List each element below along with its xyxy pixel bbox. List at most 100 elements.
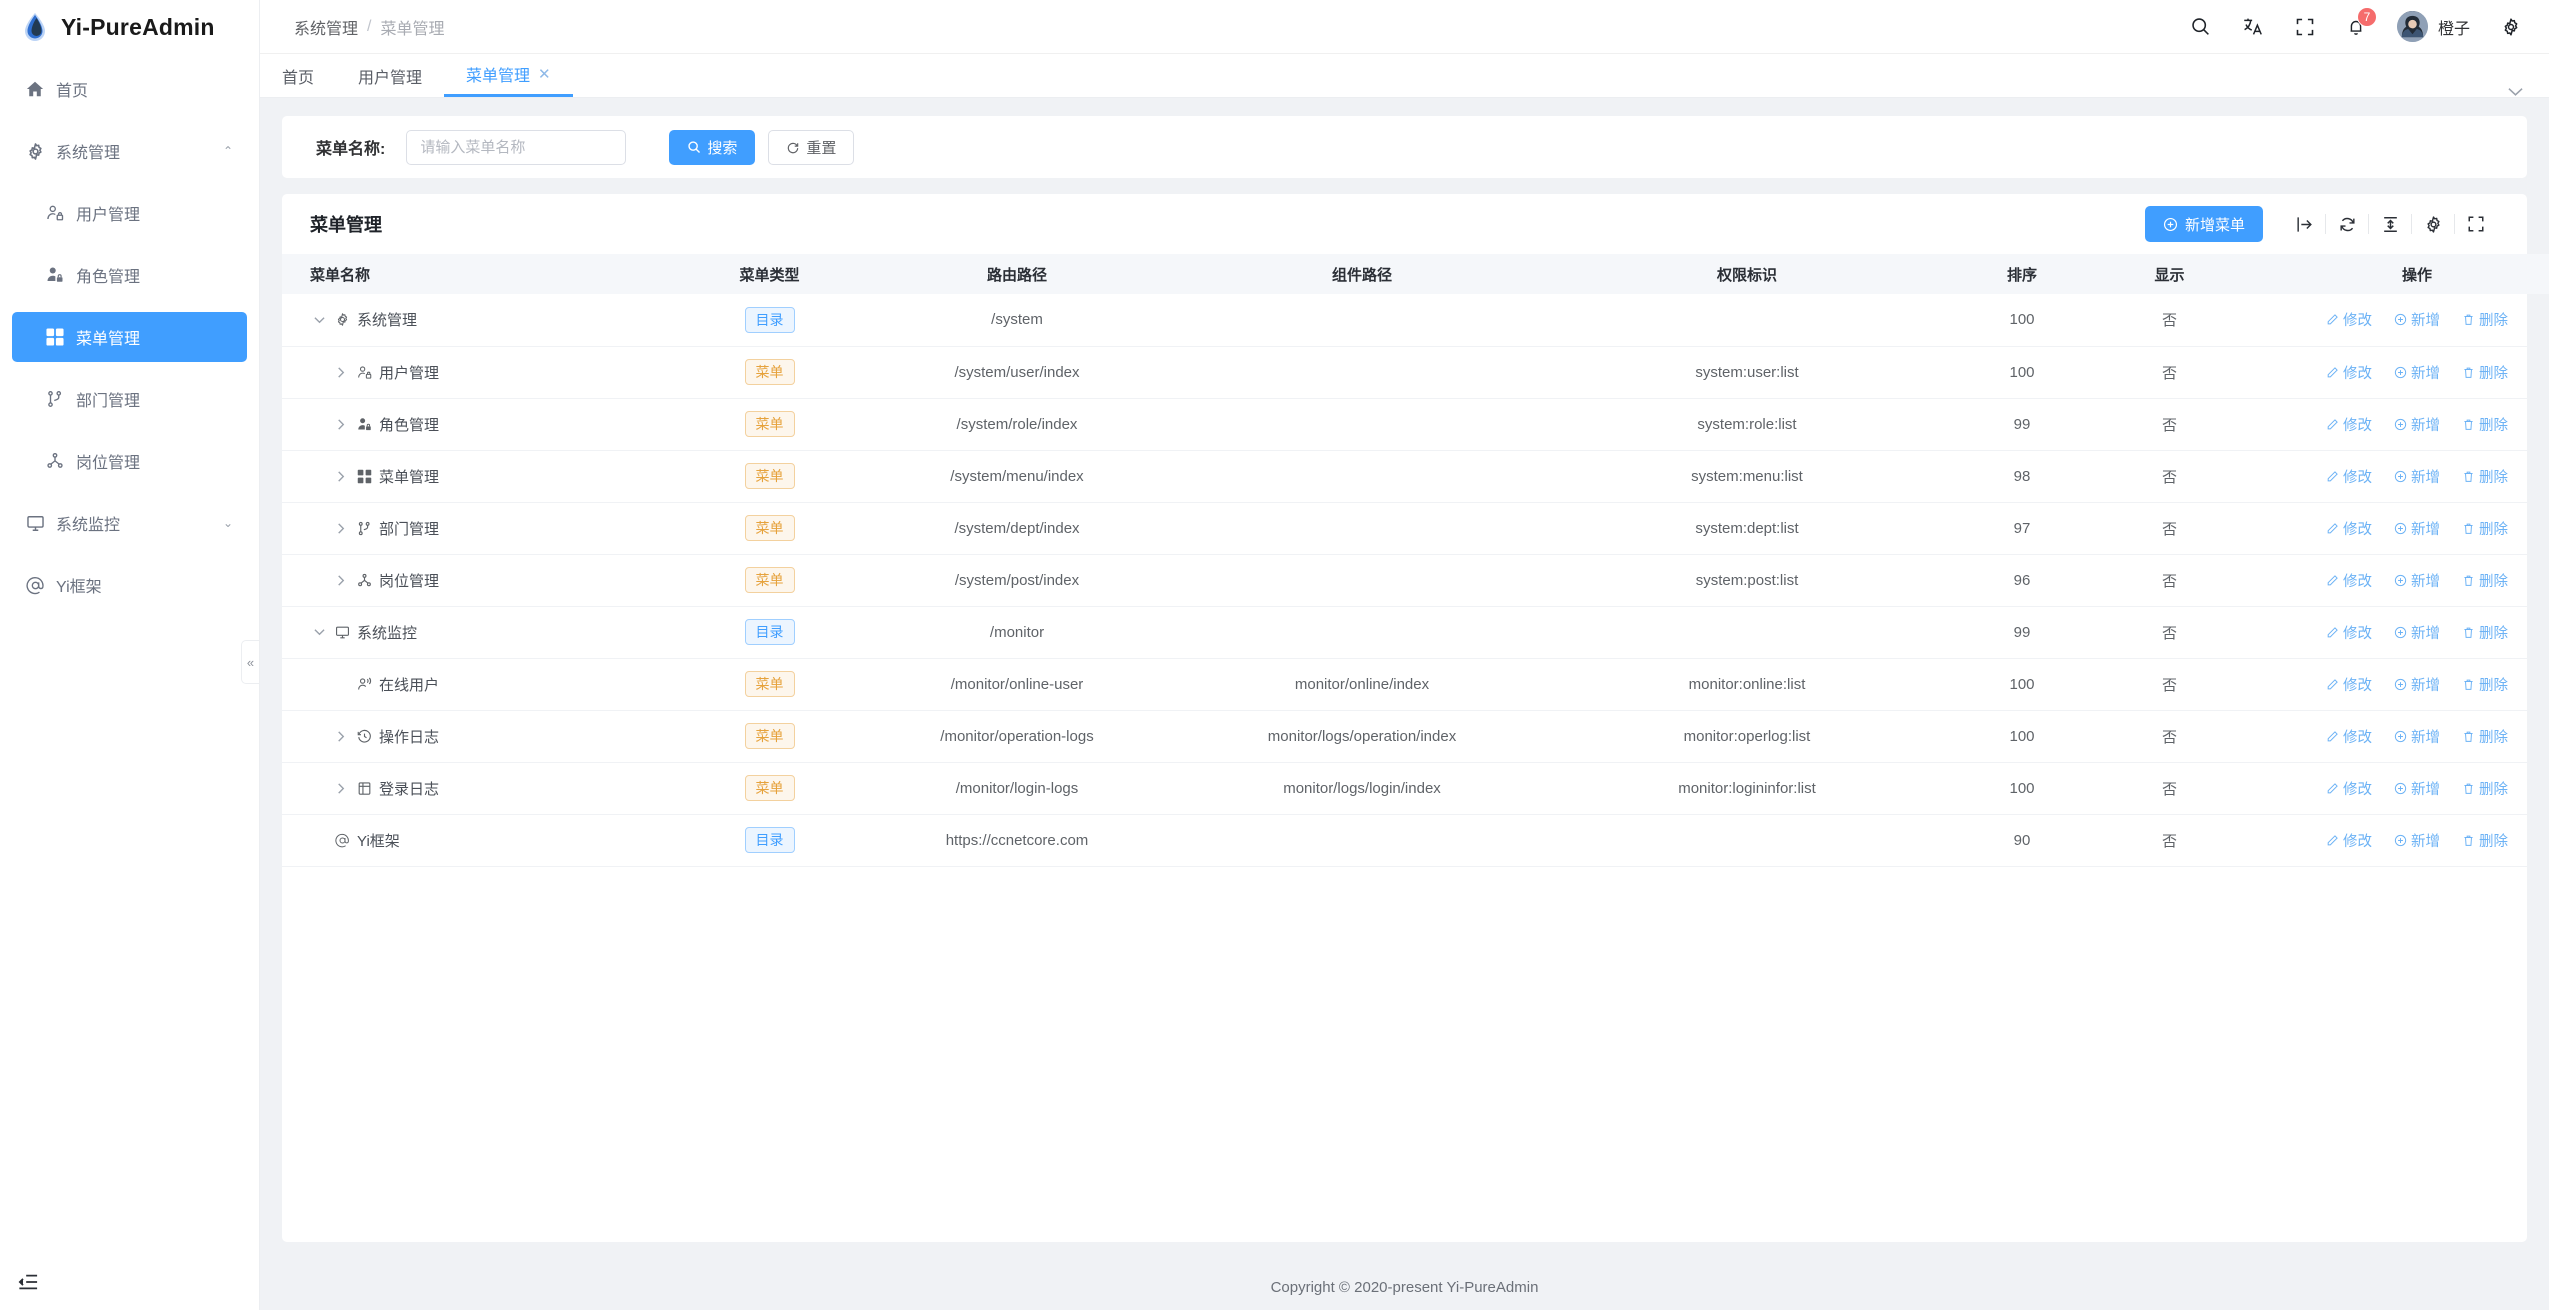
sidebar-collapse-handle[interactable]: « (241, 640, 259, 684)
edit-button[interactable]: 修改 (2326, 674, 2372, 695)
sidebar-item-dept[interactable]: 部门管理 (12, 374, 247, 424)
edit-button[interactable]: 修改 (2326, 414, 2372, 435)
menu-table: 菜单名称 菜单类型 路由路径 组件路径 权限标识 排序 显示 操作 系统管理 目录… (282, 254, 2549, 867)
edit-button[interactable]: 修改 (2326, 622, 2372, 643)
gear-icon[interactable] (2501, 17, 2521, 37)
row-expand-caret[interactable] (310, 316, 328, 324)
sidebar-item-yiframework[interactable]: Yi框架 (12, 560, 247, 610)
expand-rows-icon[interactable] (2283, 207, 2325, 241)
tab-menu-management[interactable]: 菜单管理 ✕ (444, 54, 573, 97)
edit-button[interactable]: 修改 (2326, 830, 2372, 851)
delete-button[interactable]: 删除 (2462, 726, 2508, 747)
search-icon[interactable] (2190, 16, 2211, 37)
row-expand-caret[interactable] (332, 522, 350, 534)
cell-name: 登录日志 (282, 762, 682, 815)
settings-icon[interactable] (2412, 207, 2454, 241)
chevron-down-icon[interactable] (2508, 87, 2549, 97)
table-row[interactable]: 系统监控 目录/monitor 99 否 修改 新增 删除 (282, 606, 2549, 659)
density-icon[interactable] (2369, 207, 2411, 241)
row-expand-caret[interactable] (332, 782, 350, 794)
menu-type-tag: 目录 (744, 619, 795, 645)
edit-button[interactable]: 修改 (2326, 726, 2372, 747)
tab-close-icon[interactable]: ✕ (538, 66, 551, 83)
table-row[interactable]: 部门管理 菜单/system/dept/index system:dept:list… (282, 502, 2549, 555)
delete-button[interactable]: 删除 (2462, 778, 2508, 799)
row-expand-caret[interactable] (332, 470, 350, 482)
bell-icon[interactable]: 7 (2346, 7, 2377, 37)
table-row[interactable]: 操作日志 菜单/monitor/operation-logs monitor/log… (282, 710, 2549, 763)
search-button[interactable]: 搜索 (669, 129, 756, 165)
add-button[interactable]: 新增 (2394, 466, 2440, 487)
table-row[interactable]: 菜单管理 菜单/system/menu/index system:menu:list… (282, 450, 2549, 503)
cell-permission: monitor:online:list (1547, 658, 1947, 711)
edit-button[interactable]: 修改 (2326, 570, 2372, 591)
add-menu-button[interactable]: 新增菜单 (2144, 206, 2263, 242)
row-expand-caret[interactable] (332, 418, 350, 430)
edit-button[interactable]: 修改 (2326, 518, 2372, 539)
delete-button[interactable]: 删除 (2462, 570, 2508, 591)
table-row[interactable]: 在线用户 菜单/monitor/online-user monitor/online… (282, 658, 2549, 711)
translate-icon[interactable] (2242, 16, 2264, 37)
add-button[interactable]: 新增 (2394, 570, 2440, 591)
cell-actions: 修改 新增 删除 (2242, 554, 2549, 607)
row-expand-caret[interactable] (332, 574, 350, 586)
sidebar-item-role[interactable]: 角色管理 (12, 250, 247, 300)
delete-button[interactable]: 删除 (2462, 830, 2508, 851)
add-button[interactable]: 新增 (2394, 414, 2440, 435)
grid-icon (357, 469, 372, 484)
breadcrumb-item[interactable]: 系统管理 (294, 20, 359, 38)
refresh-icon[interactable] (2326, 207, 2368, 241)
delete-button[interactable]: 删除 (2462, 466, 2508, 487)
table-row[interactable]: Yi框架 目录 https://ccnetcore.com 90 否 修改 新增 删除 (282, 814, 2549, 867)
sidebar-item-system[interactable]: 系统管理 ⌃ (12, 126, 247, 176)
add-button[interactable]: 新增 (2394, 362, 2440, 383)
table-row[interactable]: 角色管理 菜单/system/role/index system:role:list… (282, 398, 2549, 451)
fullscreen-icon[interactable] (2295, 17, 2315, 37)
edit-label: 修改 (2343, 417, 2372, 434)
row-expand-caret[interactable] (332, 366, 350, 378)
collapse-list-icon[interactable] (18, 1273, 38, 1291)
delete-button[interactable]: 删除 (2462, 414, 2508, 435)
delete-button[interactable]: 删除 (2462, 518, 2508, 539)
table-row[interactable]: 登录日志 菜单/monitor/login-logs monitor/logs/lo… (282, 762, 2549, 815)
edit-button[interactable]: 修改 (2326, 466, 2372, 487)
delete-button[interactable]: 删除 (2462, 309, 2508, 330)
delete-button[interactable]: 删除 (2462, 622, 2508, 643)
sidebar-item-monitor[interactable]: 系统监控 ⌄ (12, 498, 247, 548)
cell-show: 否 (2097, 398, 2242, 451)
add-button[interactable]: 新增 (2394, 309, 2440, 330)
reset-button[interactable]: 重置 (768, 129, 855, 165)
tab-home[interactable]: 首页 (260, 54, 336, 97)
sidebar-item-menu[interactable]: 菜单管理 (12, 312, 247, 362)
sidebar-item-label: 系统监控 (56, 517, 121, 534)
add-button[interactable]: 新增 (2394, 830, 2440, 851)
sidebar-item-home[interactable]: 首页 (12, 64, 247, 114)
user-menu[interactable]: 橙子 (2396, 11, 2470, 42)
tab-user-management[interactable]: 用户管理 (336, 54, 444, 97)
row-expand-caret[interactable] (310, 628, 328, 636)
table-row[interactable]: 岗位管理 菜单/system/post/index system:post:list… (282, 554, 2549, 607)
cell-type: 菜单 (682, 346, 857, 399)
table-row[interactable]: 系统管理 目录/system 100 否 修改 新增 删除 (282, 294, 2549, 347)
logo[interactable]: Yi-PureAdmin (0, 0, 259, 54)
row-expand-caret[interactable] (332, 730, 350, 742)
add-button[interactable]: 新增 (2394, 622, 2440, 643)
sidebar-item-user[interactable]: 用户管理 (12, 188, 247, 238)
fullscreen-icon[interactable] (2455, 207, 2497, 241)
edit-button[interactable]: 修改 (2326, 778, 2372, 799)
add-button[interactable]: 新增 (2394, 674, 2440, 695)
sidebar-item-post[interactable]: 岗位管理 (12, 436, 247, 486)
cell-route: /monitor (857, 606, 1177, 659)
cell-type: 目录 (682, 606, 857, 659)
delete-button[interactable]: 删除 (2462, 362, 2508, 383)
menu-type-tag: 目录 (744, 827, 795, 853)
cell-actions: 修改 新增 删除 (2242, 762, 2549, 815)
search-input[interactable] (406, 129, 627, 165)
edit-button[interactable]: 修改 (2326, 362, 2372, 383)
table-row[interactable]: 用户管理 菜单/system/user/index system:user:list… (282, 346, 2549, 399)
edit-button[interactable]: 修改 (2326, 309, 2372, 330)
add-button[interactable]: 新增 (2394, 778, 2440, 799)
add-button[interactable]: 新增 (2394, 518, 2440, 539)
add-button[interactable]: 新增 (2394, 726, 2440, 747)
delete-button[interactable]: 删除 (2462, 674, 2508, 695)
